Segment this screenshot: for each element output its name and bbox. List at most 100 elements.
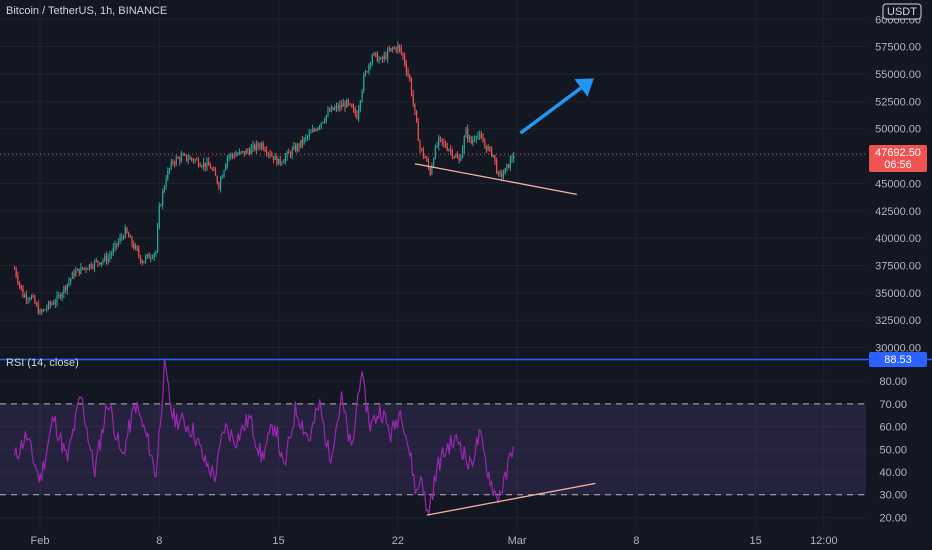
candle-body bbox=[404, 55, 406, 65]
candle-body bbox=[266, 150, 268, 154]
candle-body bbox=[30, 295, 33, 300]
candle-body bbox=[73, 272, 75, 276]
candle-body bbox=[456, 155, 459, 159]
candle-body bbox=[467, 129, 469, 139]
candle-body bbox=[260, 143, 263, 148]
price-tick-label: 42500.00 bbox=[875, 206, 921, 218]
candle-body bbox=[419, 140, 421, 149]
candle-body bbox=[286, 152, 288, 157]
candle-body bbox=[502, 174, 505, 177]
candle-body bbox=[341, 104, 343, 107]
rsi-line bbox=[13, 358, 514, 515]
candle-body bbox=[448, 149, 450, 151]
candle-body bbox=[289, 152, 292, 156]
candle-body bbox=[317, 127, 319, 131]
candle-body bbox=[63, 287, 65, 294]
candle-body bbox=[238, 151, 240, 155]
candle-body bbox=[271, 155, 273, 157]
candle-body bbox=[293, 146, 295, 150]
support-trendline[interactable] bbox=[414, 163, 577, 195]
candle-body bbox=[27, 299, 29, 301]
candle-body bbox=[444, 143, 447, 147]
candle-body bbox=[313, 129, 315, 131]
candle-body bbox=[354, 108, 356, 114]
rsi-indicator-label[interactable]: RSI (14, close) bbox=[6, 357, 79, 369]
candle-body bbox=[344, 103, 346, 108]
candle-body bbox=[167, 170, 169, 180]
candle-body bbox=[226, 156, 229, 165]
candle-body bbox=[139, 255, 142, 262]
price-tick-label: 35000.00 bbox=[875, 288, 921, 300]
candle-body bbox=[301, 140, 304, 144]
candle-body bbox=[122, 237, 125, 239]
candle-body bbox=[58, 294, 60, 296]
candle-body bbox=[255, 143, 258, 150]
candle-body bbox=[245, 150, 247, 155]
candle-body bbox=[170, 161, 172, 169]
candle-body bbox=[191, 157, 193, 160]
candle-body bbox=[32, 295, 34, 297]
rsi-axis[interactable]: 20.00 30.00 40.00 50.00 60.00 70.00 80.00 bbox=[879, 376, 907, 524]
candle-body bbox=[138, 249, 140, 256]
candle-body bbox=[455, 155, 457, 157]
candle-body bbox=[334, 107, 336, 110]
candle-body bbox=[356, 113, 358, 119]
candle-body bbox=[412, 94, 414, 104]
candle-body bbox=[395, 47, 397, 51]
candle-body bbox=[248, 151, 251, 154]
symbol-title[interactable]: Bitcoin / TetherUS, 1h, BINANCE bbox=[6, 5, 168, 17]
rsi-trendline[interactable] bbox=[426, 482, 596, 516]
candle-body bbox=[44, 309, 46, 311]
candle-body bbox=[506, 164, 508, 168]
candle-body bbox=[218, 182, 220, 188]
candle-body bbox=[109, 255, 111, 258]
candle-body bbox=[54, 302, 56, 305]
candles-group bbox=[13, 41, 515, 316]
candle-body bbox=[472, 140, 474, 144]
candle-body bbox=[185, 154, 188, 161]
candle-body bbox=[39, 310, 41, 314]
candle-body bbox=[25, 294, 27, 300]
candle-body bbox=[375, 52, 377, 54]
candle-body bbox=[332, 107, 334, 110]
time-axis[interactable]: Feb 8 15 22 Mar 8 15 12:00 bbox=[31, 535, 838, 547]
candle-body bbox=[71, 272, 73, 279]
candle-body bbox=[24, 294, 26, 298]
rsi-band bbox=[0, 403, 866, 495]
rsi-tick-label: 70.00 bbox=[879, 399, 907, 411]
currency-badge[interactable]: USDT bbox=[882, 3, 922, 20]
candle-body bbox=[155, 251, 157, 254]
candle-body bbox=[387, 50, 389, 59]
candle-body bbox=[369, 62, 372, 65]
candle-body bbox=[511, 158, 513, 160]
candle-body bbox=[42, 309, 45, 312]
candle-body bbox=[75, 271, 77, 276]
up-arrow-icon[interactable] bbox=[519, 78, 594, 135]
candle-body bbox=[228, 156, 230, 158]
candle-body bbox=[53, 303, 55, 305]
rsi-tick-label: 20.00 bbox=[879, 512, 907, 524]
candle-body bbox=[479, 134, 481, 136]
candle-body bbox=[320, 122, 322, 127]
time-tick-label: 8 bbox=[156, 535, 162, 547]
candle-body bbox=[184, 154, 186, 156]
rsi-tick-label: 60.00 bbox=[879, 422, 907, 434]
candle-body bbox=[385, 55, 387, 59]
candle-body bbox=[259, 146, 261, 148]
candle-body bbox=[371, 55, 373, 63]
candle-body bbox=[136, 246, 138, 250]
candle-body bbox=[233, 155, 235, 157]
price-tick-label: 32500.00 bbox=[875, 315, 921, 327]
candle-body bbox=[364, 71, 367, 76]
candle-body bbox=[446, 146, 448, 151]
candle-body bbox=[434, 146, 436, 159]
candle-body bbox=[461, 148, 464, 158]
candle-body bbox=[196, 159, 198, 161]
time-tick-label: 8 bbox=[633, 535, 639, 547]
candle-body bbox=[303, 138, 305, 144]
candle-body bbox=[490, 147, 493, 157]
candle-body bbox=[509, 159, 511, 168]
candle-body bbox=[223, 170, 225, 177]
candle-body bbox=[117, 241, 119, 246]
